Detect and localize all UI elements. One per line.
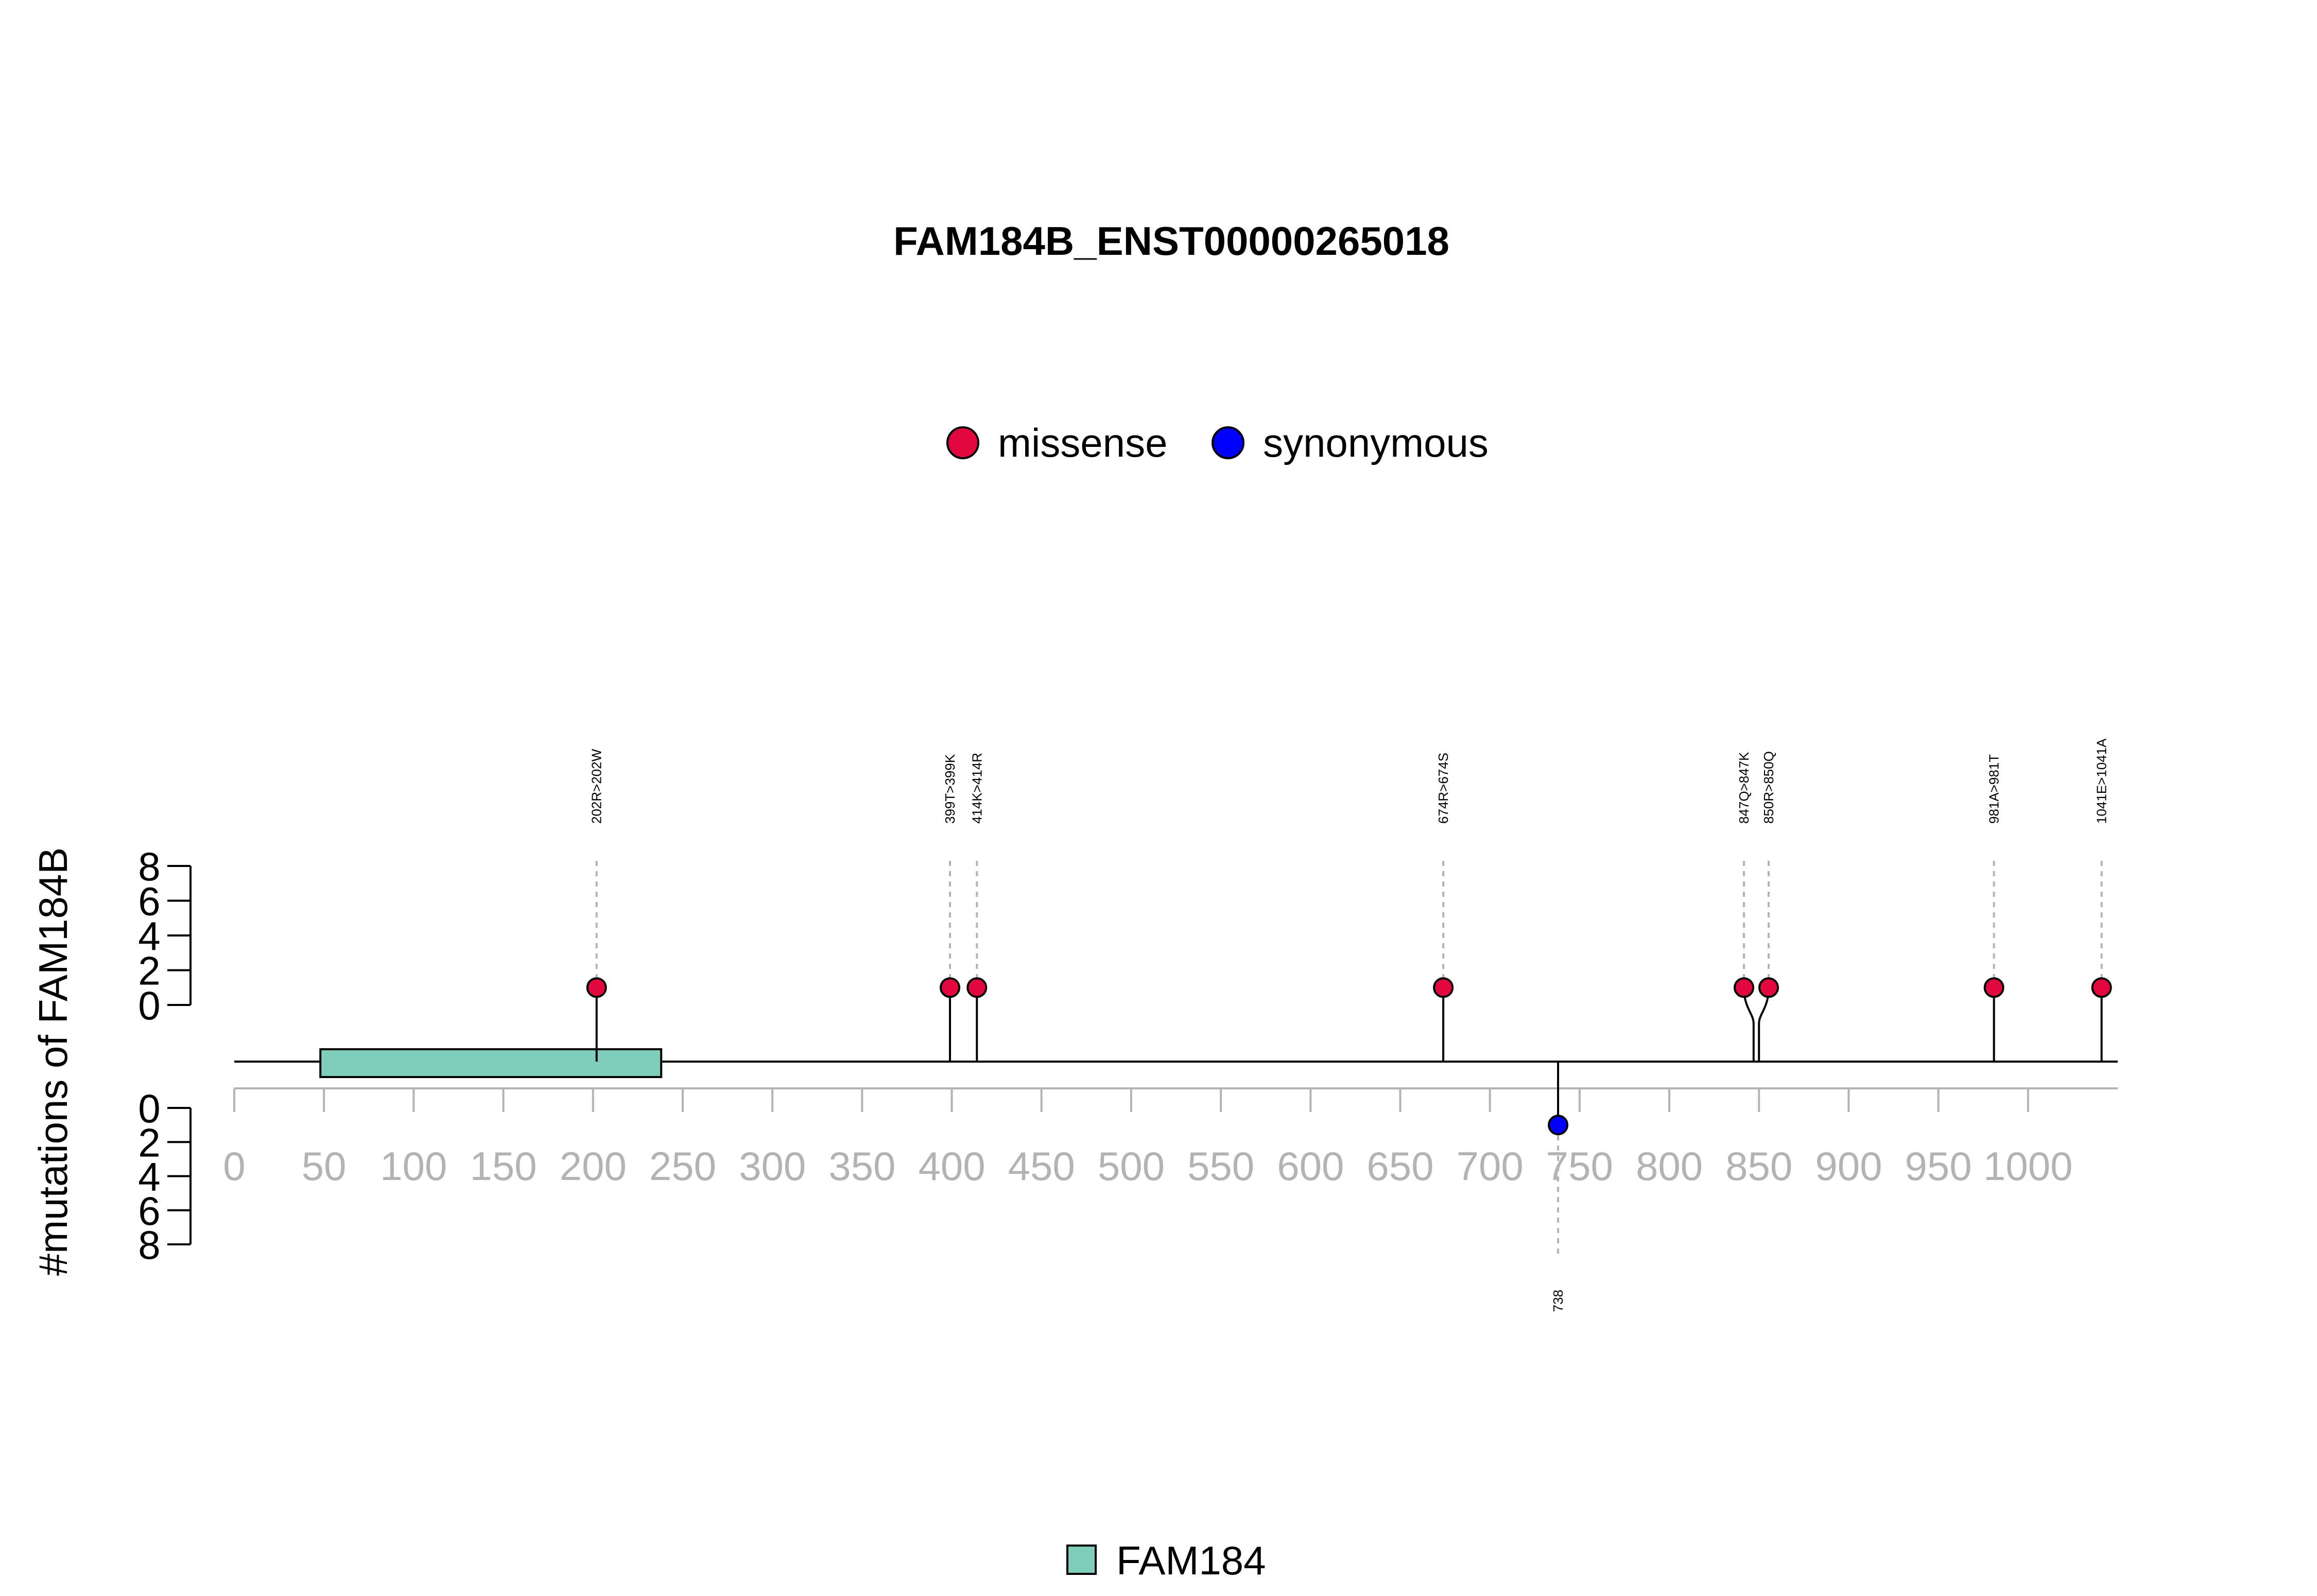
x-tick-label-550: 550 [1187, 1143, 1254, 1189]
x-tick-label-800: 800 [1636, 1143, 1703, 1189]
y-bottom-tick-label-6: 6 [138, 1188, 160, 1234]
x-tick-label-100: 100 [380, 1143, 447, 1189]
mut-399T-399K-head [940, 977, 961, 998]
mut-414K-414R-head [966, 977, 988, 998]
y-bottom-tick-label-4: 4 [138, 1154, 160, 1200]
y-top-tick-label-0: 0 [138, 983, 160, 1028]
chart-title: FAM184B_ENST00000265018 [893, 218, 1449, 264]
x-tick-label-450: 450 [1008, 1143, 1075, 1189]
mut-1041E-1041A-head [2091, 977, 2112, 998]
y-top-tick-label-2: 2 [138, 948, 160, 994]
x-tick-label-350: 350 [828, 1143, 895, 1189]
x-tick-label-850: 850 [1725, 1143, 1792, 1189]
x-tick-label-400: 400 [918, 1143, 985, 1189]
domain-FAM184 [319, 1048, 663, 1078]
mut-bottom-738-head [1548, 1115, 1569, 1136]
lollipops-top: 202R>202W 399T>399K 414K>414R 674R>674S 847Q… [586, 738, 2112, 1062]
x-tick-label-700: 700 [1457, 1143, 1524, 1189]
mut-981A-981T-head [1983, 977, 2004, 998]
y-bottom-tick-label-2: 2 [138, 1120, 160, 1165]
mut-981A-981T-label: 981A>981T [1986, 754, 2002, 824]
x-tick-label-200: 200 [560, 1143, 627, 1189]
x-tick-label-300: 300 [739, 1143, 806, 1189]
mut-414K-414R-label: 414K>414R [969, 753, 984, 824]
mut-1041E-1041A-label: 1041E>1041A [2094, 738, 2109, 824]
x-tick-label-150: 150 [470, 1143, 537, 1189]
y-top-tick-label-8: 8 [138, 844, 160, 889]
x-tick-label-900: 900 [1815, 1143, 1882, 1189]
legend-marker-missense [946, 426, 979, 459]
domain-legend-marker-FAM184 [1066, 1545, 1097, 1575]
domain-track [319, 1048, 663, 1078]
x-axis: 0 50 100 150 200 250 300 350 400 450 500 550 600 650 7… [223, 1087, 2118, 1189]
domain-legend: FAM184 [1066, 1538, 1266, 1583]
mut-202R-202W-head [586, 977, 607, 998]
y-top-tick-label-4: 4 [138, 913, 160, 959]
x-tick-label-500: 500 [1098, 1143, 1165, 1189]
mut-850R-850Q-label: 850R>850Q [1761, 751, 1776, 824]
mutation-legend: missense synonymous [946, 420, 1489, 465]
mut-847Q-847K-head [1734, 977, 1755, 998]
legend-marker-synonymous [1212, 426, 1244, 459]
mut-674R-674S-label: 674R>674S [1436, 753, 1451, 824]
lollipops-bottom: 738 [1548, 1062, 1569, 1312]
mut-847Q-847K-stick [1743, 987, 1755, 1062]
legend-label-missense: missense [998, 420, 1167, 465]
x-tick-label-750: 750 [1546, 1143, 1613, 1189]
y-bottom-tick-label-8: 8 [138, 1222, 160, 1268]
y-axis-label: #mutations of FAM184B [30, 847, 76, 1276]
mut-850R-850Q-stick [1758, 987, 1770, 1062]
x-tick-label-650: 650 [1367, 1143, 1433, 1189]
x-tick-label-600: 600 [1277, 1143, 1344, 1189]
mut-bottom-738-label: 738 [1550, 1290, 1566, 1312]
mut-399T-399K-label: 399T>399K [942, 754, 958, 824]
x-tick-label-1000: 1000 [1983, 1143, 2073, 1189]
x-tick-label-50: 50 [302, 1143, 347, 1189]
mut-674R-674S-head [1433, 977, 1454, 998]
y-bottom-tick-label-0: 0 [138, 1086, 160, 1131]
x-tick-label-0: 0 [223, 1143, 245, 1189]
x-tick-label-250: 250 [649, 1143, 716, 1189]
domain-legend-label-FAM184: FAM184 [1116, 1538, 1266, 1583]
x-tick-label-950: 950 [1905, 1143, 1972, 1189]
mut-850R-850Q-head [1758, 977, 1779, 998]
legend-label-synonymous: synonymous [1263, 420, 1489, 465]
y-top-tick-label-6: 6 [138, 879, 160, 924]
mut-847Q-847K-label: 847Q>847K [1736, 752, 1752, 824]
mut-202R-202W-label: 202R>202W [589, 749, 604, 824]
